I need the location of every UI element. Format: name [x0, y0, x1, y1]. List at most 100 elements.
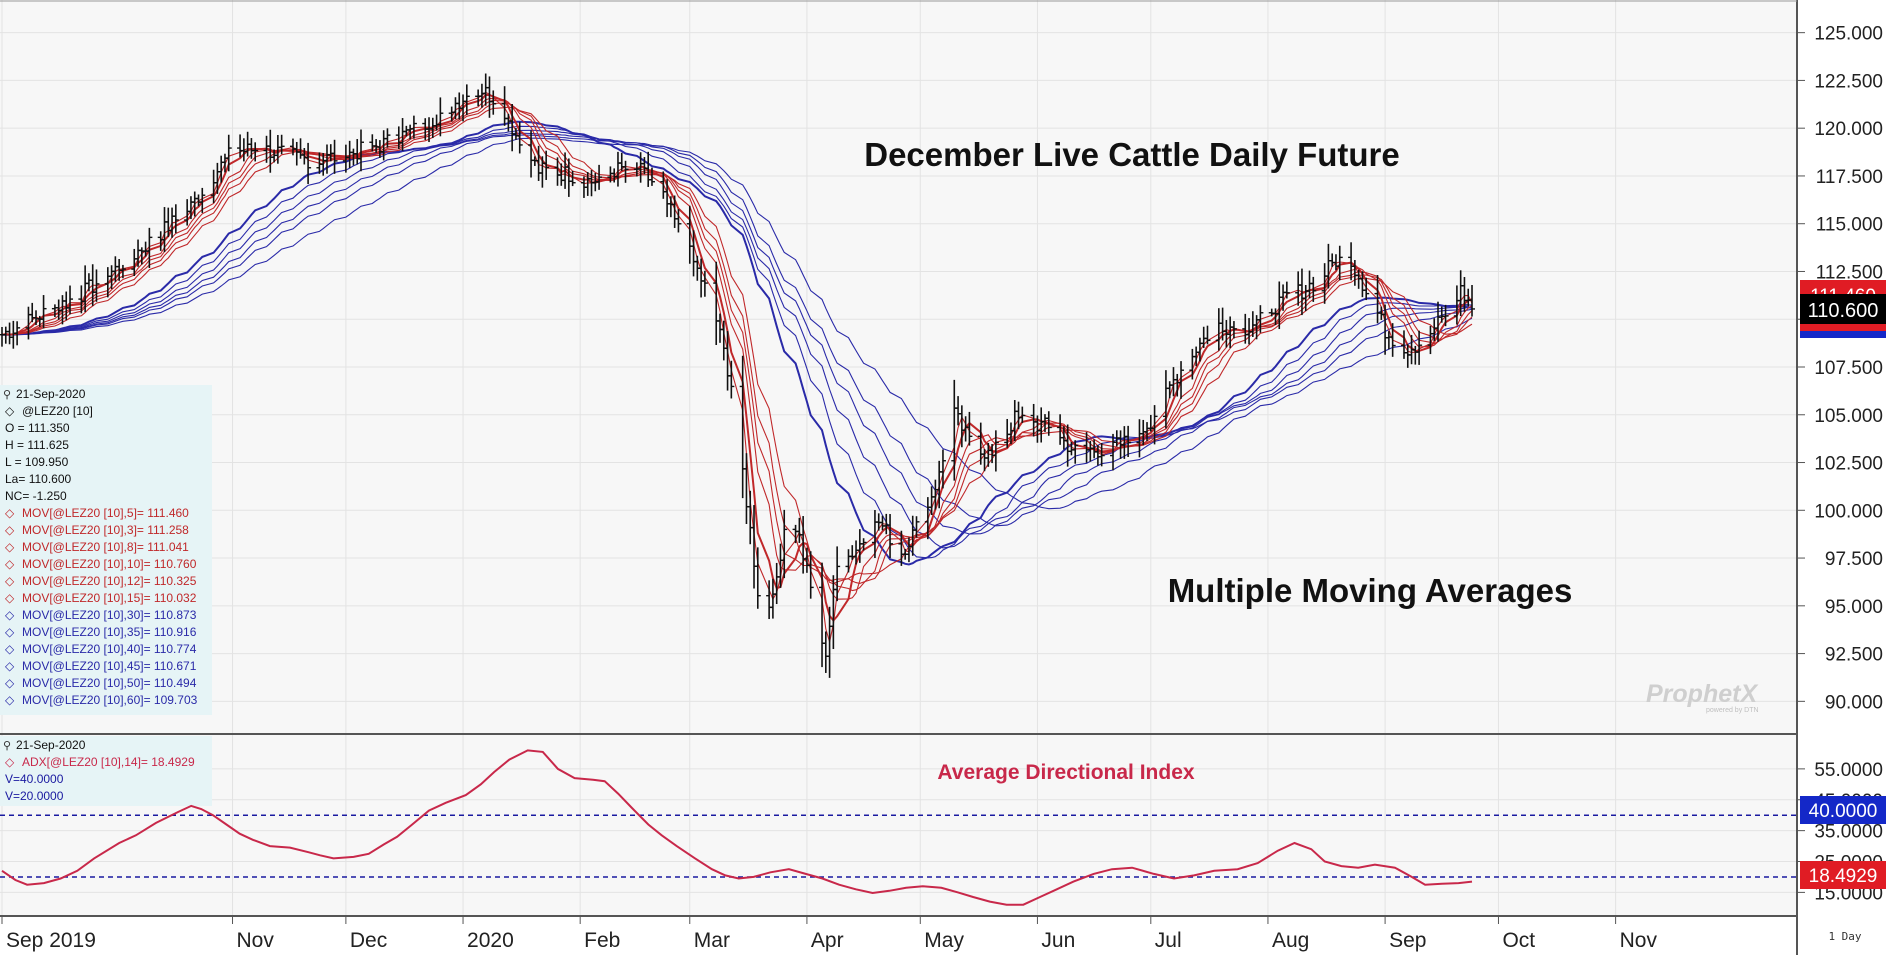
ma-legend-label: MOV[@LEZ20 [10],5]= 111.460	[22, 506, 189, 520]
ma-legend-diamond-icon: ◇	[5, 591, 15, 605]
ma-legend-label: MOV[@LEZ20 [10],15]= 110.032	[22, 591, 197, 605]
ma-legend-diamond-icon: ◇	[5, 540, 15, 554]
upper-y-tick-label: 95.000	[1825, 597, 1883, 618]
upper-info-legend: ⚲ 21-Sep-2020 ◇ @LEZ20 [10] O = 111.350 …	[3, 387, 198, 707]
x-tick-label: Jun	[1041, 929, 1075, 952]
ma-legend-label: MOV[@LEZ20 [10],30]= 110.873	[22, 608, 197, 622]
ma-legend-label: MOV[@LEZ20 [10],50]= 110.494	[22, 676, 197, 690]
lower-info-box	[0, 736, 212, 806]
upper-y-tick-label: 97.500	[1825, 549, 1883, 570]
grid-lines	[0, 0, 1797, 916]
ma-legend-diamond-icon: ◇	[5, 693, 15, 707]
ma-legend-diamond-icon: ◇	[5, 506, 15, 520]
upper-info-box	[0, 385, 212, 715]
x-tick-label: Feb	[584, 929, 620, 952]
upper-y-tick-label: 125.000	[1814, 24, 1883, 45]
lower-y-tick-label: 35.0000	[1814, 822, 1883, 843]
lower-info-magnifier-icon: ⚲	[3, 740, 11, 752]
ma-legend-diamond-icon: ◇	[5, 659, 15, 673]
adx-40-badge-value: 40.0000	[1809, 801, 1878, 822]
price-badges: 111.460 110.600 40.0000 18.4929	[1800, 280, 1886, 889]
upper-y-tick-label: 117.500	[1816, 167, 1883, 188]
chart-subtitle: Multiple Moving Averages	[1168, 572, 1573, 609]
watermark-logo: ProphetX	[1646, 680, 1758, 708]
upper-y-axis-ticks: 125.000 122.500 120.000 117.500 115.000 112.5…	[1797, 24, 1883, 713]
last-price-value: 110.600	[1808, 300, 1879, 322]
x-tick-label: Apr	[811, 929, 844, 952]
ma-line-30	[1, 120, 1473, 566]
upper-y-tick-label: 92.500	[1825, 645, 1883, 666]
upper-y-tick-label: 90.000	[1825, 692, 1883, 713]
info-last: La= 110.600	[5, 472, 72, 486]
x-axis-area	[0, 916, 1797, 955]
x-tick-label: Nov	[1620, 929, 1658, 952]
ma-legend-diamond-icon: ◇	[5, 625, 15, 639]
x-tick-label: Jul	[1155, 929, 1182, 952]
info-date: 21-Sep-2020	[16, 387, 86, 401]
adx-level-lines	[0, 814, 1797, 878]
ma-legend-diamond-icon: ◇	[5, 557, 15, 571]
x-tick-label: Sep	[1389, 929, 1426, 952]
adx-line	[1, 749, 1473, 906]
level-20-label: V=20.0000	[5, 789, 64, 803]
x-tick-label: May	[924, 929, 964, 952]
lower-info-legend: ⚲ 21-Sep-2020 ◇ ADX[@LEZ20 [10],14]= 18.…	[3, 738, 195, 803]
ma-legend-diamond-icon: ◇	[5, 574, 15, 588]
ma-legend-label: MOV[@LEZ20 [10],40]= 110.774	[22, 642, 197, 656]
x-tick-label: Sep 2019	[6, 929, 96, 952]
x-axis-ticks: Sep 2019 Nov Dec 2020 Feb Mar Apr May Jun Jul Aug S…	[1, 916, 1658, 952]
upper-y-tick-label: 112.500	[1816, 262, 1883, 283]
x-tick-label: Aug	[1272, 929, 1309, 952]
upper-y-tick-label: 100.000	[1814, 501, 1883, 522]
ma-line-40	[1, 129, 1473, 549]
ma-legend-label: MOV[@LEZ20 [10],8]= 111.041	[22, 540, 189, 554]
ma-legend-label: MOV[@LEZ20 [10],10]= 110.760	[22, 557, 197, 571]
x-tick-label: Oct	[1502, 929, 1535, 952]
lower-plot-area[interactable]	[0, 735, 1797, 916]
lower-info-date: 21-Sep-2020	[16, 738, 86, 752]
info-high: H = 111.625	[5, 438, 69, 452]
adx-40-badge	[1800, 796, 1886, 824]
ma-legend-diamond-icon: ◇	[5, 642, 15, 656]
ma-line-3	[1, 91, 1473, 643]
blue-moving-average-lines	[1, 120, 1473, 566]
ma-legend-label: MOV[@LEZ20 [10],60]= 109.703	[22, 693, 198, 707]
ma-line-35	[1, 125, 1473, 559]
level-40-label: V=40.0000	[5, 772, 64, 786]
x-tick-label: Nov	[237, 929, 275, 952]
ma-legend-diamond-icon: ◇	[5, 676, 15, 690]
watermark-sub: powered by DTN	[1706, 707, 1759, 714]
moving-average-legend: ◇ MOV[@LEZ20 [10],5]= 111.460 ◇ MOV[@LEZ20 …	[5, 506, 198, 707]
red-ma-stripe	[1800, 322, 1886, 331]
info-symbol-diamond-icon: ◇	[5, 404, 15, 418]
ma-legend-label: MOV[@LEZ20 [10],12]= 110.325	[22, 574, 197, 588]
last-price-badge	[1800, 294, 1886, 324]
info-net-change: NC= -1.250	[5, 489, 67, 503]
lower-y-tick-label: 55.0000	[1814, 760, 1883, 781]
upper-y-tick-label: 120.000	[1814, 119, 1883, 140]
x-tick-label: Dec	[350, 929, 387, 952]
adx-current-badge	[1800, 861, 1886, 889]
ma-line-8	[1, 97, 1473, 600]
info-symbol: @LEZ20 [10]	[22, 404, 93, 418]
ma-line-50	[1, 134, 1473, 527]
ma-legend-label: MOV[@LEZ20 [10],35]= 110.916	[22, 625, 197, 639]
blue-ma-stripe	[1800, 331, 1886, 338]
adx-legend-diamond-icon: ◇	[5, 755, 15, 769]
ma-line-60	[1, 137, 1473, 510]
ma-line-10	[1, 99, 1473, 592]
timeframe-label[interactable]: 1 Day	[1828, 930, 1861, 943]
upper-y-tick-label: 115.000	[1816, 215, 1883, 236]
adx-series-line	[1, 749, 1473, 906]
upper-y-tick-label: 122.500	[1814, 71, 1883, 92]
info-open: O = 111.350	[5, 421, 70, 435]
info-low: L = 109.950	[5, 455, 69, 469]
chart-title: December Live Cattle Daily Future	[864, 136, 1400, 173]
ma-line-15	[1, 106, 1473, 585]
adx-current-badge-value: 18.4929	[1809, 866, 1878, 887]
info-magnifier-icon: ⚲	[3, 389, 11, 401]
ma-line-12	[1, 102, 1473, 584]
ma-legend-diamond-icon: ◇	[5, 608, 15, 622]
adx-title: Average Directional Index	[937, 761, 1194, 784]
